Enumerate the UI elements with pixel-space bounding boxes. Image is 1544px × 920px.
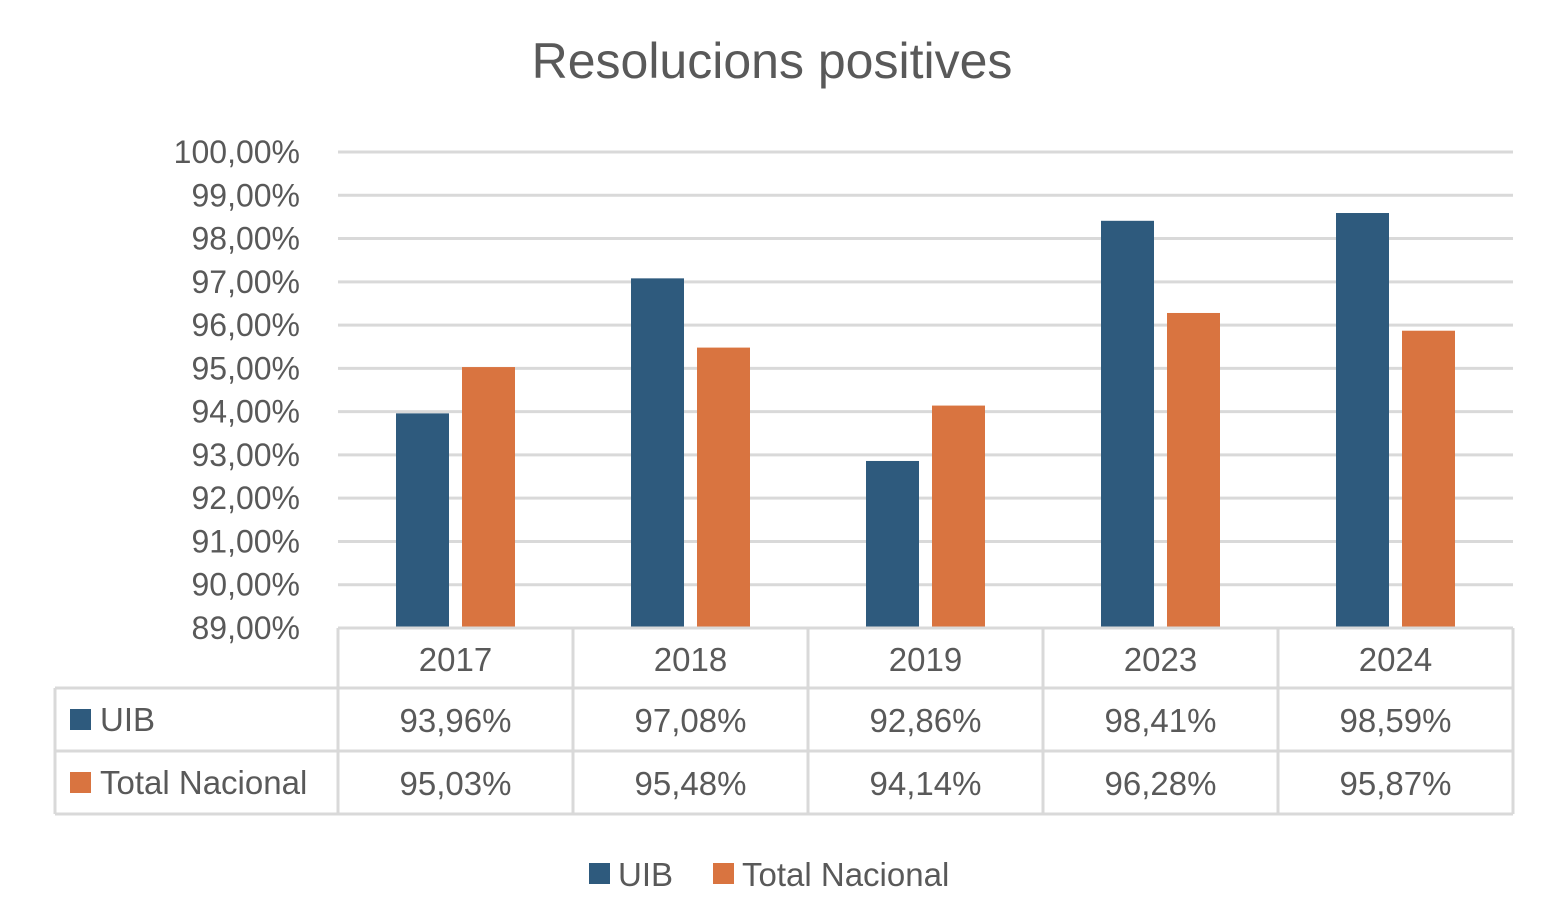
bar-total-nacional-2024 [1402,330,1455,628]
table-cell-value: 95,03% [400,765,512,802]
bars [396,213,1455,629]
bar-total-nacional-2018 [697,347,750,628]
bar-total-nacional-2023 [1167,312,1220,628]
table-cell-value: 98,59% [1340,702,1452,739]
y-tick-label: 89,00% [191,610,300,646]
table-cell-value: 92,86% [870,702,982,739]
gridlines [338,150,1513,587]
y-tick-label: 90,00% [191,567,300,603]
legend-label: Total Nacional [742,856,949,893]
y-tick-label: 93,00% [191,437,300,473]
bar-total-nacional-2019 [932,405,985,628]
x-tick-label: 2018 [654,641,727,678]
bar-uib-2017 [396,413,449,628]
table-cell-value: 96,28% [1105,765,1217,802]
x-tick-label: 2017 [419,641,492,678]
legend-key [713,863,734,884]
legend: UIB Total Nacional [589,856,949,893]
y-tick-label: 95,00% [191,350,300,386]
y-tick-label: 91,00% [191,523,300,559]
x-tick-label: 2019 [889,641,962,678]
y-tick-label: 94,00% [191,394,300,430]
bar-uib-2024 [1336,213,1389,629]
bar-uib-2019 [866,460,919,628]
data-table: 2017 2018 2019 2023 2024 UIB 93,96% 97,08% 92,86… [53,626,1515,816]
legend-label: UIB [618,856,673,893]
bar-total-nacional-2017 [462,367,515,628]
y-tick-label: 97,00% [191,264,300,300]
x-tick-label: 2024 [1359,641,1432,678]
table-legend-key [70,772,91,793]
y-tick-label: 98,00% [191,221,300,257]
table-legend-key [70,709,91,730]
y-axis-ticks: 100,00% 99,00% 98,00% 97,00% 96,00% 95,00% 94,… [174,134,300,646]
y-tick-label: 92,00% [191,480,300,516]
bar-uib-2023 [1101,220,1154,628]
table-series-label: Total Nacional [100,764,307,801]
table-cell-value: 93,96% [400,702,512,739]
table-series-label: UIB [100,701,155,738]
legend-key [589,863,610,884]
table-cell-value: 95,87% [1340,765,1452,802]
y-tick-label: 100,00% [174,134,300,170]
y-tick-label: 99,00% [191,177,300,213]
bar-uib-2018 [631,278,684,628]
chart-title: Resolucions positives [532,33,1013,89]
x-tick-label: 2023 [1124,641,1197,678]
y-tick-label: 96,00% [191,307,300,343]
table-cell-value: 98,41% [1105,702,1217,739]
table-cell-value: 94,14% [870,765,982,802]
table-cell-value: 95,48% [635,765,747,802]
table-cell-value: 97,08% [635,702,747,739]
